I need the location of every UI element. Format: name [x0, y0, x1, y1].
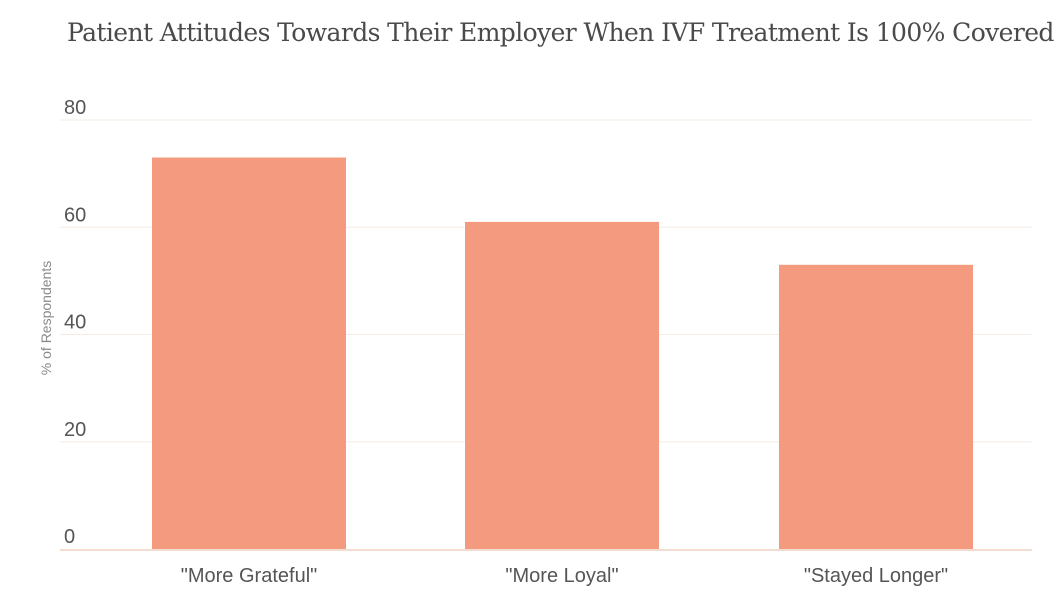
y-tick-label: 0	[64, 526, 75, 548]
y-tick-label: 80	[64, 97, 86, 119]
bar	[465, 221, 659, 549]
y-tick-label: 40	[64, 312, 86, 334]
y-tick-labels: 0 20 40 60 80	[64, 97, 86, 548]
x-category-label: "More Loyal"	[505, 565, 618, 587]
x-category-label: "Stayed Longer"	[804, 565, 948, 587]
chart-title: Patient Attitudes Towards Their Employer…	[67, 18, 1054, 47]
bars	[152, 157, 973, 549]
bar	[779, 264, 973, 549]
y-tick-label: 60	[64, 204, 86, 226]
bar	[152, 157, 346, 549]
y-tick-label: 20	[64, 419, 86, 441]
x-category-labels: "More Grateful" "More Loyal" "Stayed Longe…	[181, 565, 948, 587]
x-category-label: "More Grateful"	[181, 565, 317, 587]
y-axis-title: % of Respondents	[38, 261, 54, 375]
